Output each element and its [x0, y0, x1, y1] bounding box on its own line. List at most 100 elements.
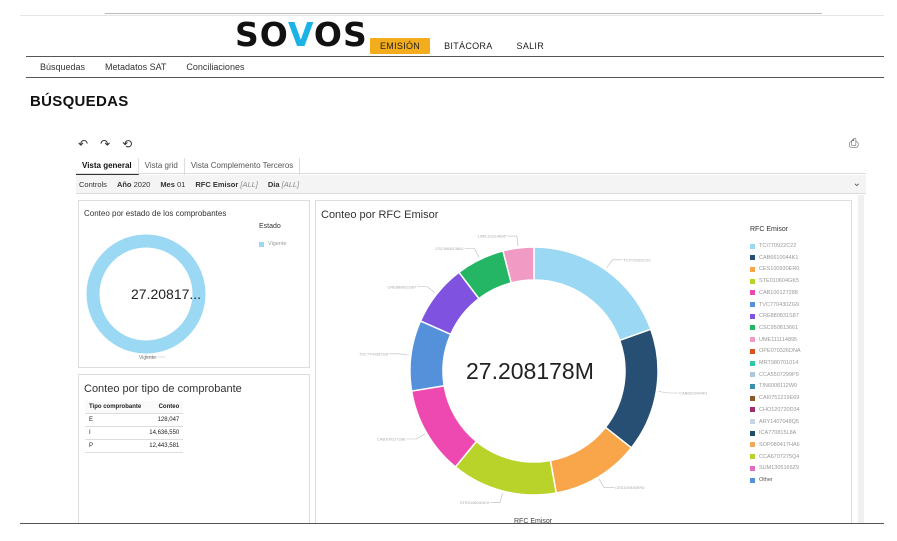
nav-conciliaciones[interactable]: Conciliaciones: [186, 62, 245, 72]
legend-swatch: [750, 454, 755, 460]
tab-vista-general[interactable]: Vista general: [76, 158, 139, 175]
rfc-slice-label: STE010604GK5: [460, 500, 490, 505]
rfc-legend-item[interactable]: Other: [750, 477, 773, 483]
rfc-legend-item[interactable]: SOP080417HA6: [750, 442, 800, 448]
rfc-slice-label: CSC950813661: [435, 246, 464, 251]
table-row[interactable]: P 12,443,581: [85, 439, 184, 453]
chevron-down-icon[interactable]: ⌄: [852, 178, 861, 189]
rfc-legend-item[interactable]: CAI0751219E69: [750, 395, 799, 401]
controls-bar[interactable]: Controls Año 2020 Mes 01 RFC Emisor [ALL…: [76, 175, 866, 194]
rfc-slice-label: CES100930ER0: [615, 485, 645, 490]
legend-swatch: [750, 337, 755, 343]
rfc-legend-item[interactable]: CCA5507299P9: [750, 372, 799, 378]
controls-label: Controls: [79, 179, 107, 189]
rfc-leader-line: [417, 286, 436, 294]
panel-tipo: Conteo por tipo de comprobante Tipo comp…: [78, 374, 310, 524]
rfc-slice-label: CAB6610044K1: [679, 391, 708, 396]
rfc-leader-line: [506, 235, 519, 247]
legend-swatch: [750, 395, 755, 401]
legend-label: TIN6008112W0: [759, 383, 798, 390]
rfc-slice-cab6610044k1[interactable]: [604, 328, 659, 449]
rfc-legend-item[interactable]: UME111114895: [750, 337, 797, 343]
legend-label: CHO120720D34: [759, 406, 800, 413]
rfc-legend-item[interactable]: TCI770922C22: [750, 243, 796, 249]
legend-label: STE010604GK5: [759, 278, 800, 285]
legend-label: CES100930ER0: [759, 266, 800, 273]
panel-estado: Conteo por estado de los comprobantes 27…: [78, 200, 310, 368]
redo-icon[interactable]: ↷: [100, 137, 111, 151]
rfc-slice-label: UME111114895: [478, 234, 506, 239]
rfc-slice-label: TCI770922C22: [623, 257, 651, 262]
control-rfc[interactable]: RFC Emisor [ALL]: [195, 179, 258, 189]
rfc-legend-item[interactable]: TVC770430ZG9: [750, 302, 799, 308]
legend-label: ARY1407048Q5: [759, 418, 799, 425]
rfc-legend-item[interactable]: SUM1305165Z9: [750, 465, 799, 471]
table-row[interactable]: E 128,047: [85, 413, 184, 427]
rfc-leader-line: [489, 492, 503, 503]
rfc-center-value: 27.208178M: [466, 358, 594, 384]
legend-swatch: [750, 442, 755, 448]
legend-swatch: [750, 407, 755, 413]
estado-legend-title: Estado: [259, 223, 281, 230]
control-dia[interactable]: Dia [ALL]: [267, 179, 300, 189]
estado-center-value: 27.20817...: [131, 286, 202, 302]
undo-icon[interactable]: ↶: [78, 137, 89, 151]
rfc-leader-line: [464, 248, 480, 258]
legend-swatch: [750, 290, 755, 296]
legend-swatch: [750, 419, 755, 424]
legend-swatch: [750, 255, 755, 261]
print-icon[interactable]: ⎙: [849, 136, 859, 150]
tipo-table: Tipo comprobante Conteo E 128,047 I 14,636…: [85, 401, 184, 453]
tab-bar: Vista general Vista grid Vista Complemen…: [76, 158, 301, 175]
rfc-legend-item[interactable]: CRE880831S87: [750, 313, 799, 319]
tab-vista-grid[interactable]: Vista grid: [139, 158, 185, 175]
rfc-legend-item[interactable]: CHO120720D34: [750, 407, 800, 413]
estado-slice-label: Vigente: [139, 355, 156, 361]
table-header[interactable]: Tipo comprobante: [85, 401, 146, 414]
rfc-legend-item[interactable]: MRT980701014: [750, 360, 798, 366]
rfc-legend-item[interactable]: ARY1407048Q5: [750, 419, 799, 425]
legend-swatch: [750, 243, 755, 249]
rfc-legend-title: RFC Emisor: [750, 226, 789, 233]
legend-label: ICA770815L8A: [759, 430, 797, 437]
legend-label: CSC950813661: [759, 324, 799, 331]
rfc-legend-item[interactable]: STE010604GK5: [750, 278, 799, 284]
rfc-legend-item[interactable]: TIN6008112W0: [750, 383, 797, 389]
legend-swatch: [750, 348, 755, 354]
salir-button[interactable]: SALIR: [516, 41, 545, 51]
rfc-legend-item[interactable]: CAB6610044K1: [750, 255, 798, 261]
page-title: BÚSQUEDAS: [30, 93, 129, 110]
legend-swatch: [750, 383, 755, 389]
legend-label: CAB6610044K1: [759, 254, 799, 261]
legend-label: TCI770922C22: [759, 243, 797, 249]
rfc-legend-item[interactable]: CSC950813661: [750, 325, 798, 331]
estado-slice-vigente[interactable]: [86, 234, 206, 354]
legend-label: OPE070326DNA: [759, 348, 801, 355]
tab-vista-complemento[interactable]: Vista Complemento Terceros: [185, 158, 301, 175]
legend-swatch: [750, 372, 755, 378]
bitacora-button[interactable]: BITÁCORA: [444, 41, 493, 51]
reset-icon[interactable]: ⟲: [122, 137, 133, 151]
scrollbar[interactable]: [858, 195, 864, 524]
rfc-legend-item[interactable]: CES100930ER0: [750, 266, 799, 272]
rfc-legend-item[interactable]: ICA770815L8A: [750, 430, 796, 436]
control-mes[interactable]: Mes 01: [160, 179, 186, 189]
rfc-slice-label: CAB100127288: [377, 437, 406, 442]
rfc-legend-item[interactable]: CCA6707275Q4: [750, 454, 799, 460]
table-row[interactable]: I 14,636,550: [85, 426, 184, 440]
legend-label: CAB100127288: [759, 289, 798, 296]
legend-label: SOP080417HA6: [759, 441, 800, 448]
control-anio[interactable]: Año 2020: [116, 179, 151, 189]
nav-metadatos-sat[interactable]: Metadatos SAT: [105, 62, 167, 72]
rfc-slice-label: CRE880831S87: [387, 284, 417, 289]
estado-legend-vigente[interactable]: Vigente: [259, 241, 287, 247]
nav-busquedas[interactable]: Búsquedas: [40, 62, 86, 72]
rfc-legend-item[interactable]: CAB100127288: [750, 290, 798, 296]
emision-button[interactable]: EMISIÓN: [370, 38, 431, 54]
rfc-legend-item[interactable]: OPE070326DNA: [750, 348, 801, 354]
legend-label: MRT980701014: [759, 360, 799, 366]
rfc-slice-ume111114895[interactable]: [502, 246, 535, 284]
legend-swatch: [750, 313, 755, 319]
table-header[interactable]: Conteo: [145, 401, 184, 414]
legend-label: SUM1305165Z9: [759, 465, 800, 472]
